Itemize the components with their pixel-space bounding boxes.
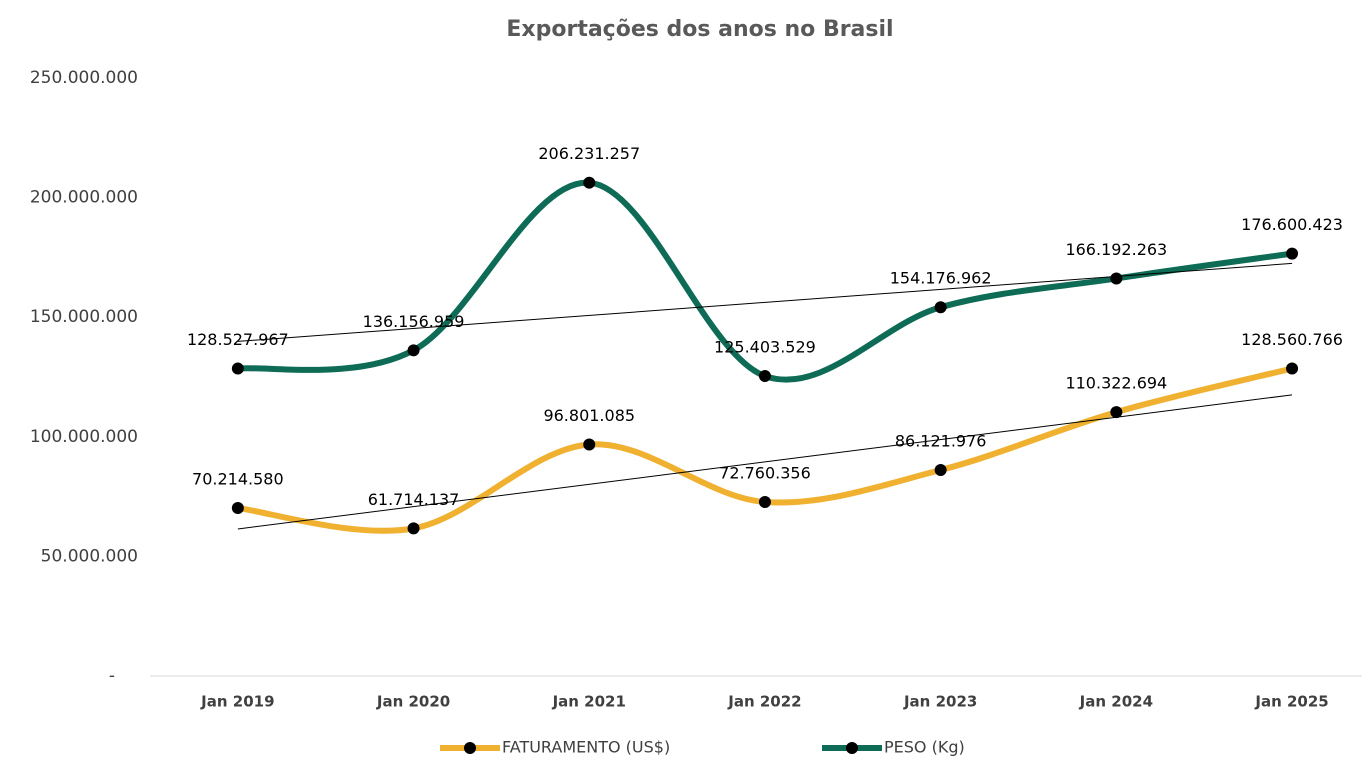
x-tick-label: Jan 2019 xyxy=(200,693,274,711)
x-tick-label: Jan 2021 xyxy=(552,693,626,711)
y-tick-label: 100.000.000 xyxy=(30,427,138,447)
data-label: 128.560.766 xyxy=(1241,330,1343,349)
data-label: 70.214.580 xyxy=(192,470,284,489)
data-label: 154.176.962 xyxy=(890,269,992,288)
data-label: 206.231.257 xyxy=(538,144,640,163)
data-label: 128.527.967 xyxy=(187,330,289,349)
data-point xyxy=(231,362,244,375)
data-point xyxy=(407,522,420,535)
data-label: 110.322.694 xyxy=(1065,374,1167,393)
data-label: 176.600.423 xyxy=(1241,215,1343,234)
y-tick-label: 200.000.000 xyxy=(30,188,138,208)
data-label: 72.760.356 xyxy=(719,463,811,482)
data-point xyxy=(1110,272,1123,285)
data-label: 166.192.263 xyxy=(1065,240,1167,259)
y-tick-label: 250.000.000 xyxy=(30,68,138,88)
data-point xyxy=(231,502,244,515)
legend-label: FATURAMENTO (US$) xyxy=(502,738,670,757)
x-tick-label: Jan 2025 xyxy=(1254,693,1328,711)
x-tick-label: Jan 2023 xyxy=(903,693,977,711)
data-point xyxy=(758,495,771,508)
data-point xyxy=(1286,362,1299,375)
data-point xyxy=(1110,406,1123,419)
data-label: 125.403.529 xyxy=(714,338,816,357)
data-point xyxy=(758,370,771,383)
y-tick-label: 50.000.000 xyxy=(41,546,138,566)
chart-title: Exportações dos anos no Brasil xyxy=(506,17,893,42)
data-point xyxy=(583,176,596,189)
data-label: 86.121.976 xyxy=(895,431,987,450)
legend-label: PESO (Kg) xyxy=(884,738,965,757)
data-point xyxy=(583,438,596,451)
y-tick-label: 150.000.000 xyxy=(30,307,138,327)
legend-marker xyxy=(846,742,858,754)
data-point xyxy=(934,301,947,314)
legend-marker xyxy=(464,742,476,754)
data-label: 61.714.137 xyxy=(368,490,460,509)
x-tick-label: Jan 2022 xyxy=(727,693,801,711)
data-label: 136.156.959 xyxy=(363,312,465,331)
data-label: 96.801.085 xyxy=(543,406,635,425)
data-point xyxy=(407,344,420,357)
x-tick-label: Jan 2024 xyxy=(1079,693,1153,711)
data-point xyxy=(1286,247,1299,260)
data-point xyxy=(934,463,947,476)
y-tick-label: - xyxy=(109,666,115,686)
x-tick-label: Jan 2020 xyxy=(376,693,450,711)
